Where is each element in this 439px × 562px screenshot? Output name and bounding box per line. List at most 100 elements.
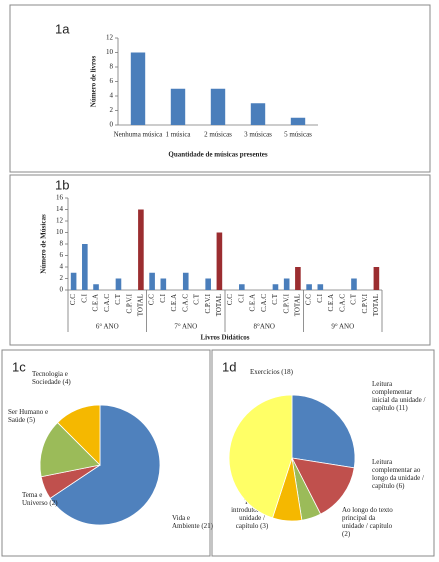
y-tick-label: 6 bbox=[60, 251, 64, 259]
y-axis-label: Número de Músicas bbox=[40, 214, 48, 274]
x-tick-label: C.E.A bbox=[170, 294, 178, 312]
slice-label-line: inicial da unidade / bbox=[372, 396, 426, 404]
bar bbox=[290, 117, 306, 125]
bar bbox=[149, 272, 155, 290]
x-tick-label: TOTAL bbox=[215, 294, 223, 316]
x-tick-label: C.A.C bbox=[260, 294, 268, 312]
x-tick-label: C.P.V.I bbox=[204, 293, 212, 313]
slice-label-line: Tema e bbox=[22, 491, 42, 499]
bar bbox=[295, 267, 301, 290]
pie-slice bbox=[57, 404, 101, 466]
y-tick-label: 14 bbox=[56, 205, 64, 213]
panel-label: 1b bbox=[55, 177, 69, 192]
bar bbox=[210, 88, 226, 125]
slice-label-line: Leitura bbox=[372, 380, 393, 388]
slice-label-line: capítulo (6) bbox=[372, 482, 405, 490]
y-tick-label: 8 bbox=[60, 240, 64, 248]
y-tick-label: 4 bbox=[110, 92, 114, 100]
x-tick-label: C.T bbox=[193, 293, 201, 304]
slice-label-line: Sociedade (4) bbox=[32, 378, 71, 386]
x-tick-label: TOTAL bbox=[137, 294, 145, 316]
x-tick-label: C.C bbox=[69, 294, 77, 305]
bar bbox=[115, 278, 122, 290]
x-tick-label: C.I bbox=[316, 293, 324, 302]
x-axis-label: Livros Didáticos bbox=[200, 334, 249, 342]
slice-label-line: capítulo (3) bbox=[236, 522, 269, 530]
y-axis-label: Número de livros bbox=[90, 55, 98, 107]
slice-label: Vida e Ambiente (21) bbox=[172, 514, 214, 530]
group-label: 9° ANO bbox=[331, 323, 354, 331]
slice-label-line: Ambiente (21) bbox=[172, 522, 214, 530]
x-tick-label: C.I bbox=[159, 293, 167, 302]
pie-slice bbox=[228, 394, 293, 519]
y-tick-label: 8 bbox=[110, 63, 114, 71]
slice-label-line: (2) bbox=[342, 530, 351, 538]
slice-label: Tecnologia e Sociedade (4) bbox=[32, 370, 71, 386]
x-tick-label: C.E.A bbox=[249, 294, 257, 312]
x-tick-label: C.C bbox=[148, 294, 156, 305]
pie-slice bbox=[49, 404, 161, 526]
y-tick-label: 16 bbox=[56, 194, 64, 202]
slice-label-line: Vida e bbox=[172, 514, 190, 522]
panel-frame bbox=[9, 4, 431, 173]
slice-label-line: Ao longo do texto bbox=[342, 506, 393, 514]
slice-label-line: Saúde (5) bbox=[8, 416, 36, 424]
y-tick-label: 6 bbox=[110, 77, 114, 85]
group-label: 6° ANO bbox=[96, 323, 119, 331]
pie-slice bbox=[39, 422, 101, 478]
pie-slice bbox=[291, 457, 355, 515]
slice-label-line: Tecnologia e bbox=[32, 370, 68, 378]
slice-label: Ao longo do texto principal da unidade / c… bbox=[342, 506, 393, 538]
y-tick-label: 12 bbox=[56, 217, 64, 225]
x-tick-label: C.P.V.I bbox=[282, 293, 290, 313]
x-tick-label: C.T bbox=[271, 293, 279, 304]
pie-slice bbox=[291, 394, 356, 469]
bar bbox=[70, 272, 77, 290]
x-tick-label: TOTAL bbox=[372, 294, 380, 316]
slice-label-line: Ser Humano e bbox=[8, 408, 48, 416]
bar bbox=[351, 278, 357, 290]
slice-label-line: Leitura bbox=[372, 458, 393, 466]
bar bbox=[160, 278, 167, 290]
x-tick-label: C.P.V.I bbox=[361, 293, 369, 313]
bar bbox=[373, 267, 380, 290]
panel-label: 1a bbox=[55, 21, 70, 36]
y-tick-label: 0 bbox=[110, 121, 114, 129]
bar bbox=[93, 284, 99, 290]
slice-label-line: complementar bbox=[372, 388, 413, 396]
panel-label: 1d bbox=[222, 359, 236, 374]
slice-label: Tema e Universo (2) bbox=[22, 491, 58, 507]
group-label: 7° ANO bbox=[174, 323, 197, 331]
bar bbox=[283, 278, 290, 290]
x-tick-label: C.E.A bbox=[92, 294, 100, 312]
x-tick-label: TOTAL bbox=[294, 294, 302, 316]
bar bbox=[306, 284, 312, 290]
y-tick-label: 2 bbox=[60, 274, 64, 282]
x-tick-label: C.T bbox=[114, 293, 122, 304]
slice-label-line: unidade / bbox=[239, 514, 265, 522]
slice-label: Ser Humano e Saúde (5) bbox=[8, 408, 48, 424]
bar bbox=[272, 284, 279, 290]
y-tick-label: 10 bbox=[56, 228, 64, 236]
slice-label: Exercícios (18) bbox=[250, 368, 294, 376]
slice-label-line: introdutório da bbox=[231, 506, 274, 514]
x-tick-label: C.A.C bbox=[103, 294, 111, 312]
x-tick-label: C.E.A bbox=[327, 294, 335, 312]
x-tick-label: 2 músicas bbox=[204, 131, 232, 139]
slice-label-line: complementar ao bbox=[372, 466, 421, 474]
x-tick-label: C.T bbox=[350, 293, 358, 304]
y-tick-label: 0 bbox=[60, 286, 64, 294]
bar bbox=[250, 103, 266, 125]
y-tick-label: 10 bbox=[106, 48, 114, 56]
bar bbox=[130, 52, 146, 125]
x-tick-label: 5 músicas bbox=[284, 131, 312, 139]
slice-label-line: Universo (2) bbox=[22, 499, 58, 507]
x-tick-label: C.C bbox=[305, 294, 313, 305]
x-tick-label: C.I bbox=[80, 293, 88, 302]
x-tick-label: 1 música bbox=[165, 131, 191, 139]
slice-label-line: capítulo (11) bbox=[372, 404, 408, 412]
slice-label-line: unidade / capítulo bbox=[342, 522, 393, 530]
y-tick-label: 4 bbox=[60, 263, 64, 271]
x-tick-label: C.C bbox=[226, 294, 234, 305]
